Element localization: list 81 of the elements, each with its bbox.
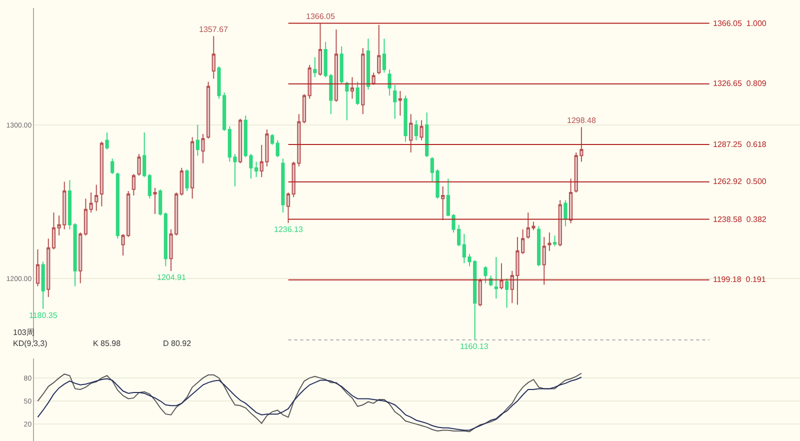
candlestick bbox=[409, 114, 413, 154]
candlestick bbox=[404, 95, 408, 142]
candlestick bbox=[276, 140, 280, 158]
candlestick bbox=[142, 132, 146, 178]
candlestick bbox=[388, 68, 392, 96]
candlestick bbox=[505, 278, 509, 308]
candlestick bbox=[201, 134, 205, 164]
candlestick bbox=[132, 174, 136, 196]
candlestick bbox=[558, 200, 562, 247]
candlestick bbox=[153, 187, 157, 214]
candlestick bbox=[345, 81, 349, 121]
annotation: 1298.48 bbox=[567, 116, 596, 125]
candlestick bbox=[564, 200, 568, 227]
candlestick bbox=[414, 120, 418, 141]
ref-line-label: 1326.65 0.809 bbox=[713, 79, 767, 88]
candlestick bbox=[190, 136, 194, 200]
candlestick bbox=[382, 38, 386, 74]
annotation: KD(9,3,3) bbox=[13, 339, 48, 348]
candlestick bbox=[425, 112, 429, 158]
candlestick bbox=[105, 132, 109, 150]
text: 103周 bbox=[13, 328, 34, 337]
candlestick bbox=[484, 266, 488, 284]
candlestick bbox=[361, 47, 365, 115]
candlestick bbox=[100, 141, 104, 207]
candlestick bbox=[542, 236, 546, 286]
candlestick bbox=[372, 72, 376, 86]
candlestick bbox=[116, 172, 120, 240]
candlestick bbox=[52, 212, 56, 250]
candlestick bbox=[366, 38, 370, 90]
candlestick bbox=[356, 81, 360, 106]
candlestick bbox=[180, 167, 184, 196]
candlestick bbox=[393, 84, 397, 120]
annotation: 1366.05 bbox=[306, 12, 336, 21]
candlestick bbox=[340, 46, 344, 84]
annotation: 1180.35 bbox=[29, 311, 58, 320]
candlestick bbox=[334, 29, 338, 102]
candlestick bbox=[478, 278, 482, 307]
candlestick bbox=[196, 124, 200, 156]
candlestick bbox=[302, 94, 306, 124]
ref-line-label: 1238.58 0.382 bbox=[713, 215, 767, 224]
candlestick bbox=[318, 22, 322, 76]
ref-line-label: 1199.18 0.191 bbox=[713, 275, 766, 284]
candlestick bbox=[36, 248, 40, 287]
annotation: 1236.13 bbox=[274, 225, 304, 234]
candlestick bbox=[41, 261, 45, 310]
candlestick bbox=[552, 235, 557, 247]
candlestick bbox=[185, 168, 189, 192]
candlestick bbox=[568, 178, 573, 224]
candlestick bbox=[158, 188, 162, 216]
candlestick bbox=[313, 56, 317, 78]
candlestick bbox=[377, 24, 381, 75]
ref-line-label: 1366.05 1.000 bbox=[713, 19, 767, 28]
annotation: 1160.13 bbox=[460, 342, 489, 351]
candlestick bbox=[441, 186, 445, 221]
candlestick bbox=[206, 81, 210, 140]
candlestick bbox=[46, 238, 50, 298]
annotation: K 85.98 bbox=[93, 339, 122, 348]
candlestick bbox=[494, 256, 498, 300]
candlestick bbox=[537, 226, 541, 267]
candlestick bbox=[548, 232, 552, 252]
candlestick bbox=[308, 64, 312, 100]
candlestick bbox=[78, 232, 82, 284]
annotation: 1357.67 bbox=[199, 25, 228, 34]
candlestick bbox=[500, 262, 504, 290]
candlestick bbox=[137, 154, 141, 176]
ref-line-label: 1287.25 0.618 bbox=[713, 140, 767, 149]
annotation: 1204.91 bbox=[157, 273, 186, 282]
ref-line-label: 1262.92 0.500 bbox=[713, 177, 767, 186]
candlestick bbox=[238, 118, 242, 164]
candlestick bbox=[398, 90, 402, 116]
candlestick bbox=[164, 212, 168, 267]
candlestick bbox=[286, 192, 290, 224]
candlestick bbox=[110, 158, 114, 175]
candlestick bbox=[94, 184, 98, 212]
candlestick bbox=[148, 174, 152, 200]
annotation: D 80.92 bbox=[163, 339, 192, 348]
candlestick bbox=[350, 76, 354, 100]
candlestick bbox=[270, 134, 274, 146]
candlestick bbox=[281, 158, 285, 213]
candlestick bbox=[420, 120, 424, 141]
candlestick bbox=[212, 36, 216, 80]
